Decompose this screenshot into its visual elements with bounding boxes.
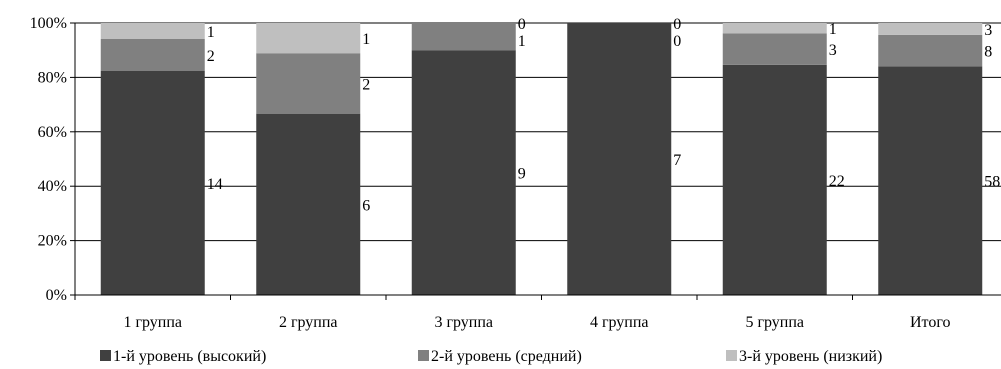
legend-swatch	[418, 350, 429, 361]
bars	[100, 23, 983, 296]
bar-segment	[100, 23, 205, 39]
data-label: 2	[362, 76, 370, 93]
bar-segment	[411, 23, 516, 51]
data-label: 22	[829, 173, 845, 190]
data-label: 1	[518, 33, 526, 50]
category-label: Итого	[910, 314, 951, 331]
y-tick-label: 0%	[46, 287, 67, 304]
data-label: 3	[829, 42, 837, 59]
bar-segment	[100, 71, 205, 295]
y-tick-label: 20%	[38, 233, 67, 250]
data-label: 0	[518, 16, 526, 33]
legend-swatch	[100, 350, 111, 361]
category-label: 3 группа	[434, 314, 493, 331]
bar-segment	[411, 50, 516, 296]
data-label: 6	[362, 197, 370, 214]
legend-label: 1-й уровень (высокий)	[113, 348, 266, 365]
y-tick-label: 60%	[38, 124, 67, 141]
data-label: 2	[207, 48, 215, 65]
gridlines	[75, 22, 1001, 242]
bar-segment	[878, 34, 983, 67]
data-label: 1	[362, 31, 370, 48]
data-label: 8	[984, 44, 992, 61]
legend: 1-й уровень (высокий) 2-й уровень (средни…	[100, 348, 882, 365]
axes	[70, 22, 1001, 300]
category-label: 2 группа	[279, 314, 338, 331]
data-label: 58	[984, 174, 1000, 191]
bar-segment	[878, 23, 983, 35]
bar-segment	[722, 23, 827, 34]
data-label: 0	[673, 33, 681, 50]
data-label: 7	[673, 152, 681, 169]
data-label: 14	[207, 176, 223, 193]
bar-segment	[722, 33, 827, 65]
y-tick-labels: 0% 20% 40% 60% 80% 100%	[30, 15, 67, 304]
bar-segment	[256, 23, 361, 54]
legend-swatch	[726, 350, 737, 361]
data-label: 9	[518, 166, 526, 183]
bar-segment	[256, 113, 361, 296]
category-label: 5 группа	[745, 314, 804, 331]
data-label: 3	[984, 22, 992, 39]
legend-label: 2-й уровень (средний)	[431, 348, 582, 365]
category-labels: 1 группа 2 группа 3 группа 4 группа 5 группа…	[123, 314, 950, 331]
category-label: 1 группа	[123, 314, 182, 331]
bar-segment	[878, 66, 983, 295]
data-label: 0	[673, 16, 681, 33]
bar-segment	[722, 64, 827, 295]
y-tick-label: 100%	[30, 15, 67, 32]
bar-segment	[100, 39, 205, 71]
data-label: 1	[829, 21, 837, 38]
y-tick-label: 40%	[38, 178, 67, 195]
bar-segment	[256, 53, 361, 114]
data-label: 1	[207, 24, 215, 41]
bar-segment	[567, 23, 672, 295]
category-label: 4 группа	[590, 314, 649, 331]
legend-label: 3-й уровень (низкий)	[739, 348, 882, 365]
y-tick-label: 80%	[38, 69, 67, 86]
